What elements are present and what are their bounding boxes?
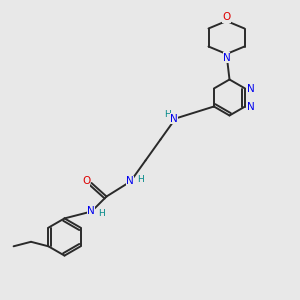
Text: N: N [126, 176, 134, 187]
Text: O: O [222, 12, 231, 22]
Text: H: H [164, 110, 170, 119]
Text: N: N [87, 206, 95, 217]
Text: N: N [170, 113, 178, 124]
Text: N: N [223, 52, 230, 63]
Text: H: H [137, 176, 143, 184]
Text: N: N [247, 101, 254, 112]
Text: H: H [98, 209, 104, 218]
Text: N: N [247, 83, 254, 94]
Text: O: O [82, 176, 90, 187]
